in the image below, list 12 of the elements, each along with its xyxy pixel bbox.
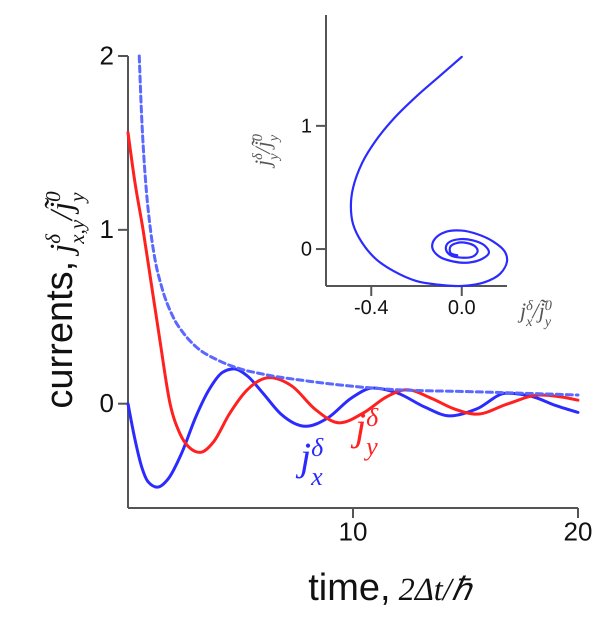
line-series	[350, 56, 508, 288]
y-tick-label: 0	[100, 388, 114, 418]
y-tick-label: 1	[300, 115, 312, 138]
x-tick-label: 0.0	[448, 297, 476, 320]
y-tick-label: 2	[100, 40, 114, 70]
x-axis-title: time, 2Δt/ℏ	[308, 567, 474, 609]
y-tick-label: 1	[100, 214, 114, 244]
x-tick-label: 10	[338, 516, 368, 546]
x-tick-label: 20	[564, 516, 592, 546]
line-series	[138, 54, 580, 396]
x-tick-label: -0.4	[354, 297, 388, 320]
y-tick-label: 0	[300, 238, 312, 260]
